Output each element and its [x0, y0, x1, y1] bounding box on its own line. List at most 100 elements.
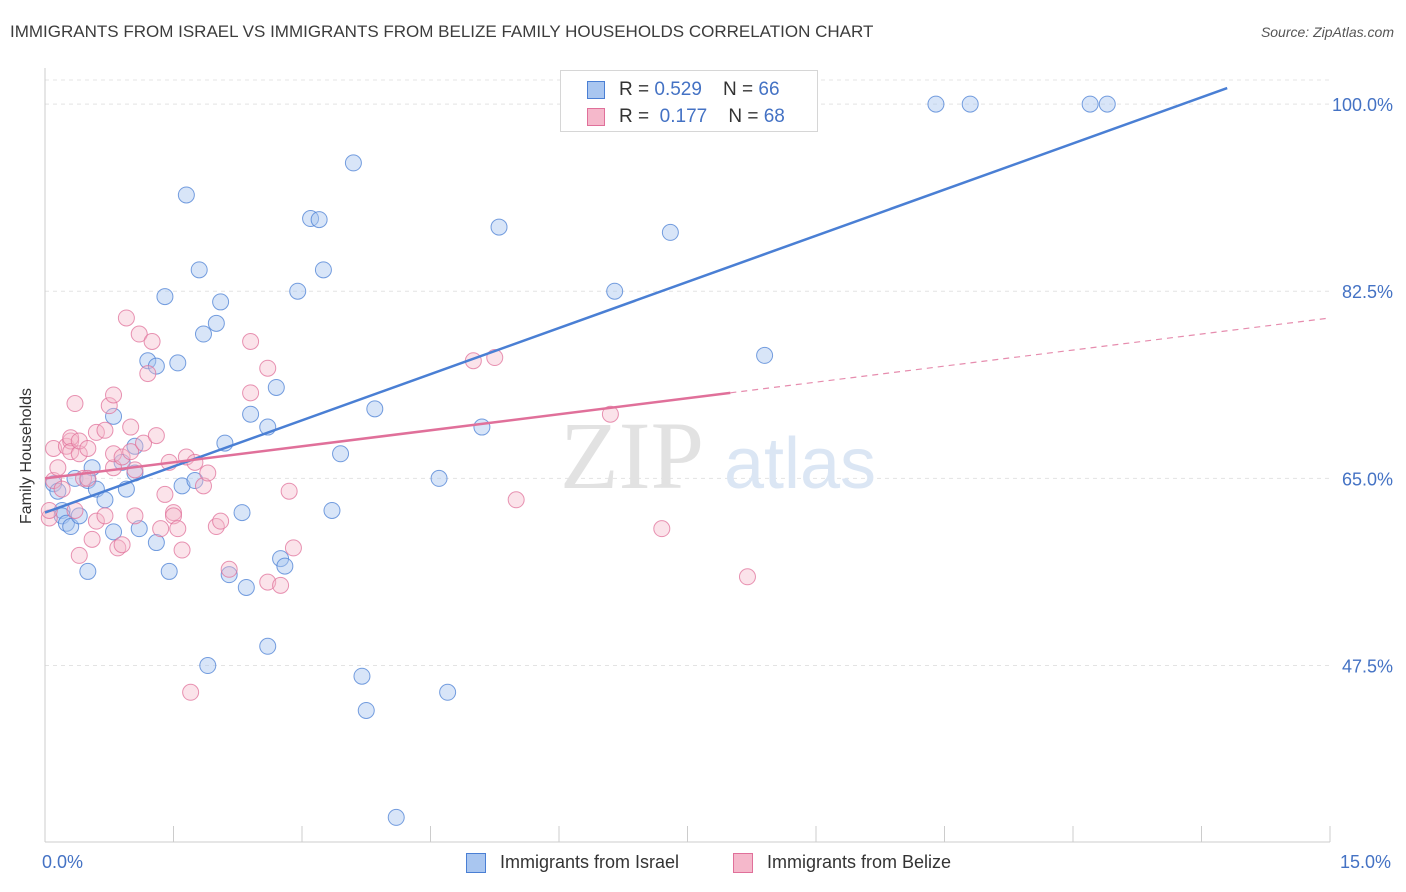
israel-point	[661, 223, 679, 241]
legend-text-israel: R = 0.529 N = 66	[619, 79, 780, 100]
belize-point	[139, 365, 157, 383]
x-tick-max: 15.0%	[1340, 852, 1392, 872]
israel-point	[207, 314, 225, 332]
belize-point	[242, 384, 260, 402]
belize-point	[507, 491, 525, 509]
belize-point	[66, 395, 84, 413]
belize-point	[96, 421, 114, 439]
israel-point	[439, 683, 457, 701]
belize-point	[152, 520, 170, 538]
grid-lines	[45, 79, 1330, 667]
belize-point	[130, 325, 148, 343]
israel-point	[606, 282, 624, 300]
belize-point	[259, 573, 277, 591]
israel-point	[927, 95, 945, 113]
israel-point	[1081, 95, 1099, 113]
belize-point	[653, 520, 671, 538]
y-tick-label: 82.5%	[1342, 282, 1393, 302]
israel-point	[302, 210, 320, 228]
israel-point	[267, 378, 285, 396]
belize-point	[272, 576, 290, 594]
y-axis-label: Family Households	[18, 387, 35, 525]
israel-point	[233, 504, 251, 522]
belize-point	[126, 507, 144, 525]
israel-point	[160, 562, 178, 580]
belize-point	[601, 405, 619, 423]
belize-point	[156, 485, 174, 503]
belize-point	[105, 386, 123, 404]
belize-trend-extension	[730, 317, 1331, 394]
israel-point	[105, 407, 123, 425]
israel-point	[194, 325, 212, 343]
watermark-atlas: atlas	[724, 424, 876, 504]
israel-point	[79, 562, 97, 580]
israel-point	[173, 477, 191, 495]
belize-point	[49, 459, 67, 477]
israel-point	[220, 566, 238, 584]
israel-point	[147, 534, 165, 552]
belize-point	[87, 512, 105, 530]
bottom-legend-label-israel: Immigrants from Israel	[500, 852, 680, 872]
israel-point	[473, 418, 491, 436]
israel-point	[344, 154, 362, 172]
y-tick-label: 65.0%	[1342, 469, 1393, 489]
belize-point	[45, 439, 63, 457]
legend-text-belize: R = 0.177 N = 68	[619, 106, 785, 127]
belize-point	[284, 539, 302, 557]
israel-point	[430, 469, 448, 487]
belize-point	[126, 461, 144, 479]
y-tick-label: 47.5%	[1342, 657, 1393, 677]
belize-point	[113, 448, 131, 466]
israel-point	[490, 218, 508, 236]
belize-point	[100, 397, 118, 415]
israel-point	[237, 578, 255, 596]
israel-point	[310, 211, 328, 229]
watermark-zip: ZIP	[560, 402, 704, 509]
belize-point	[53, 480, 71, 498]
belize-point	[117, 309, 135, 327]
axes	[44, 68, 1331, 843]
source-label: Source: ZipAtlas.com	[1260, 24, 1394, 40]
belize-point	[165, 507, 182, 525]
belize-point	[212, 512, 230, 530]
israel-point	[139, 352, 157, 370]
belize-point	[135, 434, 153, 452]
israel-point	[276, 557, 294, 575]
trend-lines	[44, 86, 1331, 514]
belize-point	[79, 439, 97, 457]
israel-point	[323, 501, 341, 519]
israel-point	[259, 637, 277, 655]
israel-point	[212, 293, 230, 311]
israel-point	[242, 405, 260, 423]
belize-point	[122, 443, 140, 461]
israel-point	[190, 261, 208, 279]
belize-point	[182, 683, 200, 701]
belize-point	[259, 359, 277, 377]
belize-point	[62, 429, 80, 447]
bottom-legend-swatch-belize	[733, 853, 753, 873]
y-tick-labels: 47.5% 65.0% 82.5% 100.0%	[1332, 95, 1393, 676]
bottom-legend-swatch-israel	[466, 853, 486, 873]
belize-point	[194, 477, 212, 495]
israel-trend-line	[44, 86, 1228, 514]
israel-point	[357, 701, 375, 719]
belize-point	[169, 520, 187, 538]
israel-point	[177, 186, 195, 204]
belize-point	[199, 464, 217, 482]
israel-point	[332, 445, 350, 463]
belize-point	[738, 568, 756, 586]
israel-point	[105, 523, 123, 541]
belize-point	[96, 507, 114, 525]
israel-point	[199, 657, 217, 675]
belize-point	[70, 445, 88, 463]
israel-point	[169, 354, 187, 372]
israel-point	[314, 261, 332, 279]
belize-point	[83, 530, 101, 548]
belize-point	[113, 536, 131, 554]
y-tick-label: 100.0%	[1332, 95, 1393, 115]
correlation-legend: R = 0.529 N = 66 R = 0.177 N = 68	[560, 70, 818, 132]
belize-point	[173, 541, 191, 559]
bottom-legend-label-belize: Immigrants from Belize	[767, 852, 952, 872]
chart-title: IMMIGRANTS FROM ISRAEL VS IMMIGRANTS FRO…	[10, 22, 874, 41]
